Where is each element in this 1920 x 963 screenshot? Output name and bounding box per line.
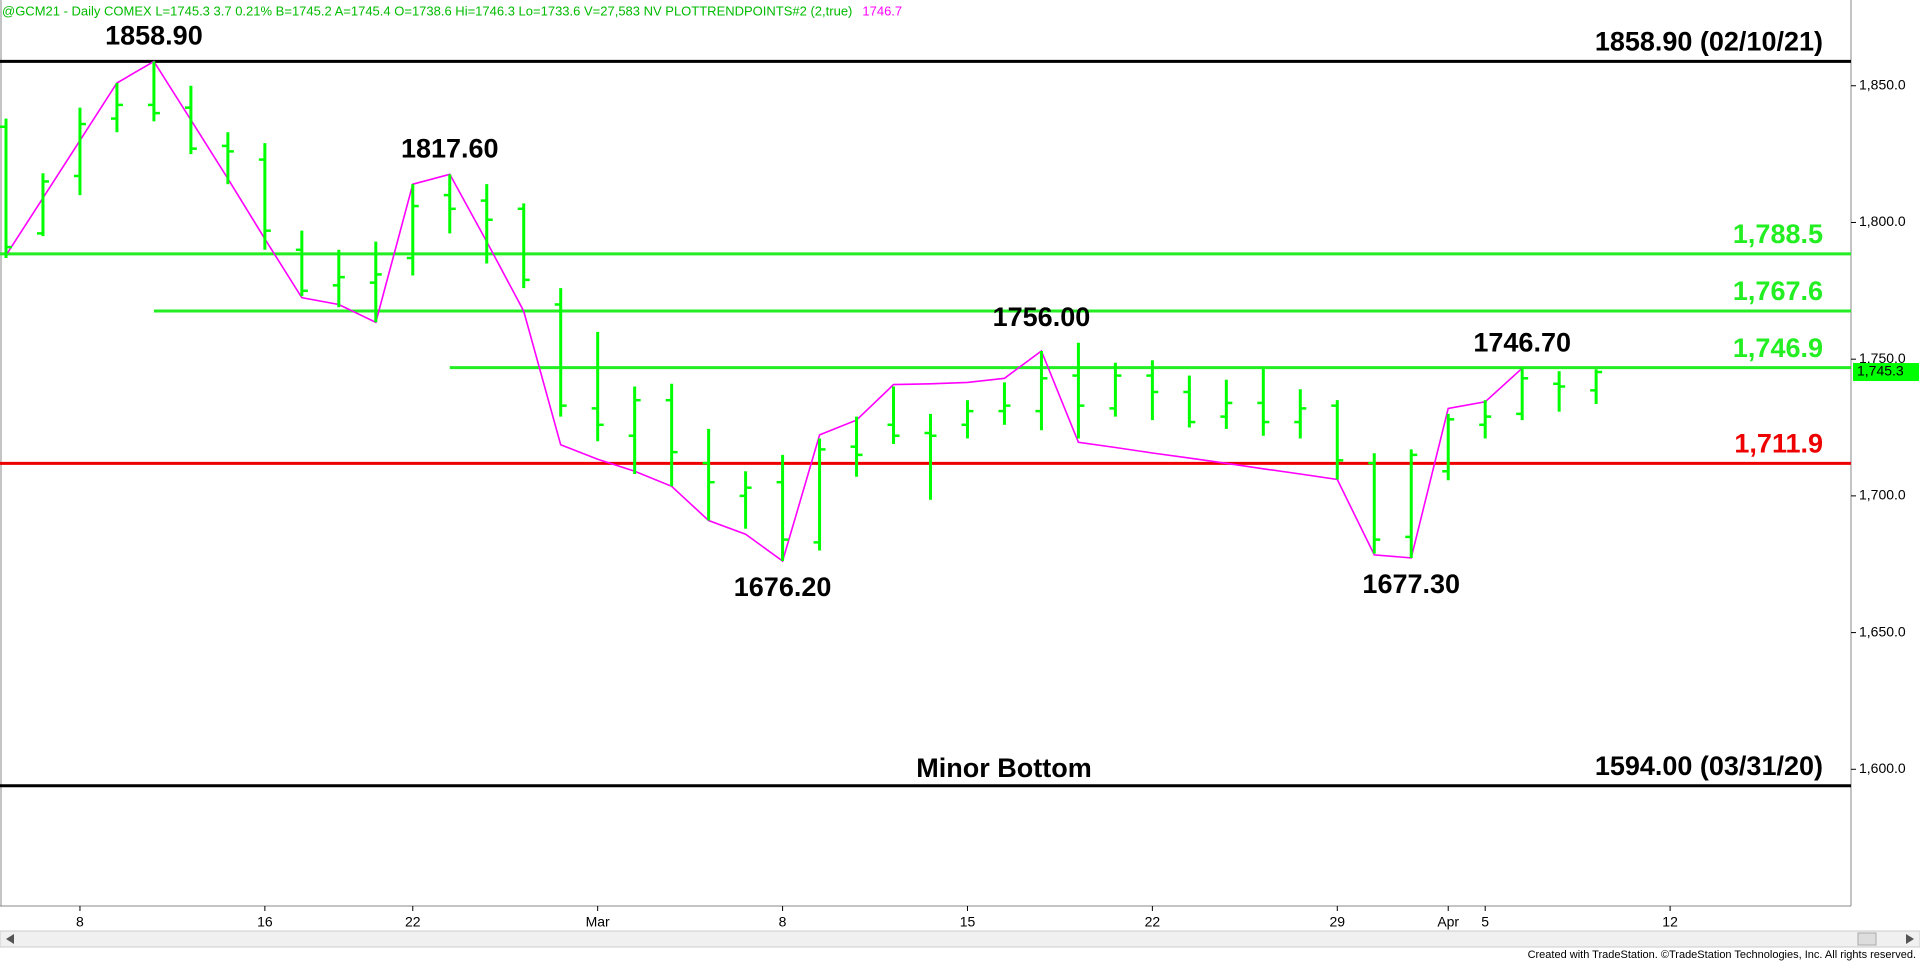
y-tick-label: 1,800.0 — [1859, 213, 1906, 229]
ohlc-bar — [998, 382, 1011, 425]
ohlc-bar — [1146, 360, 1159, 421]
ohlc-bar — [36, 173, 49, 237]
footer: Created with TradeStation. ©TradeStation… — [1528, 949, 1916, 961]
ohlc-bar — [739, 471, 752, 529]
ohlc-bar — [110, 83, 123, 133]
x-tick-label: 8 — [779, 914, 787, 930]
ohlc-bar — [1479, 400, 1492, 439]
ohlc-bar — [776, 454, 789, 561]
ohlc-bar — [221, 132, 234, 185]
x-tick-label: 8 — [76, 914, 84, 930]
pivot-label: 1676.20 — [734, 572, 832, 602]
ohlc-bar — [887, 386, 900, 444]
level-label: 1858.90 (02/10/21) — [1595, 27, 1823, 57]
header-trend: 1746.7 — [862, 3, 902, 18]
x-tick-label: 15 — [960, 914, 976, 930]
ohlc-bar — [554, 288, 567, 417]
pivot-label: 1746.70 — [1473, 327, 1571, 357]
x-tick-label: 22 — [1145, 914, 1161, 930]
ohlc-bar — [1516, 367, 1529, 421]
x-tick-label: 29 — [1329, 914, 1345, 930]
y-tick-label: 1,850.0 — [1859, 76, 1906, 92]
level-label: 1,788.5 — [1733, 219, 1823, 249]
pivot-label: 1858.90 — [105, 21, 203, 51]
ohlc-bar — [0, 118, 12, 259]
ohlc-bar — [295, 230, 308, 297]
ohlc-bar — [1442, 413, 1455, 481]
level-label: 1,711.9 — [1734, 428, 1823, 458]
ohlc-bar — [1183, 375, 1196, 428]
ohlc-bar — [924, 413, 937, 500]
last-price-box — [1853, 363, 1919, 382]
scrollbar-track[interactable] — [0, 930, 1920, 948]
pivot-label: 1677.30 — [1362, 569, 1460, 599]
ohlc-bar — [591, 331, 604, 442]
y-tick-label: 1,650.0 — [1859, 623, 1906, 639]
ohlc-bar — [813, 438, 826, 551]
y-tick-label: 1,600.0 — [1859, 760, 1906, 776]
pivot-label: 1817.60 — [401, 133, 499, 163]
ohlc-bar — [1590, 369, 1603, 405]
ohlc-bar — [1368, 453, 1381, 554]
scroll-left[interactable] — [6, 934, 14, 944]
ohlc-bar — [1553, 371, 1566, 412]
ohlc-bar — [258, 143, 271, 250]
ohlc-bar — [1072, 342, 1085, 439]
ohlc-bar — [1257, 367, 1270, 436]
ohlc-bar — [332, 249, 345, 308]
ohlc-bar — [73, 107, 86, 196]
header: @GCM21 - Daily COMEX L=1745.3 3.7 0.21% … — [2, 3, 852, 18]
ohlc-bar — [961, 400, 974, 439]
ohlc-bar — [480, 184, 493, 264]
ohlc-bar — [517, 203, 530, 289]
ohlc-bar — [1405, 449, 1418, 558]
ohlc-bar — [628, 386, 641, 475]
x-tick-label: 16 — [257, 914, 273, 930]
scroll-right[interactable] — [1906, 934, 1914, 944]
ohlc-bar — [1294, 389, 1307, 439]
x-tick-label: 22 — [405, 914, 421, 930]
ohlc-bar — [443, 174, 456, 234]
x-tick-label: 12 — [1662, 914, 1678, 930]
scrollbar[interactable] — [0, 930, 1920, 948]
annotation: Minor Bottom — [916, 753, 1091, 783]
y-tick-label: 1,700.0 — [1859, 487, 1906, 503]
x-tick-label: Mar — [586, 914, 610, 930]
ohlc-bar — [184, 85, 197, 155]
level-label: 1594.00 (03/31/20) — [1595, 751, 1823, 781]
ohlc-bar — [665, 383, 678, 487]
ohlc-bar — [850, 416, 863, 477]
last-price-label: 1,745.3 — [1857, 363, 1904, 379]
trend-line — [5, 60, 1523, 563]
ohlc-bar — [1331, 400, 1344, 480]
x-tick-label: Apr — [1437, 914, 1459, 930]
ohlc-bar — [1109, 362, 1122, 417]
ohlc-bar — [1035, 350, 1048, 431]
level-label: 1,746.9 — [1733, 333, 1823, 363]
x-tick-label: 5 — [1481, 914, 1489, 930]
level-label: 1,767.6 — [1733, 276, 1823, 306]
pivot-label: 1756.00 — [993, 302, 1091, 332]
scroll-thumb[interactable] — [1857, 932, 1877, 946]
y-tick-label: 1,750.0 — [1859, 350, 1906, 366]
ohlc-bar — [406, 184, 419, 276]
ohlc-bar — [147, 61, 160, 122]
ohlc-bar — [369, 241, 382, 323]
ohlc-bar — [702, 428, 715, 521]
ohlc-bar — [1220, 379, 1233, 429]
